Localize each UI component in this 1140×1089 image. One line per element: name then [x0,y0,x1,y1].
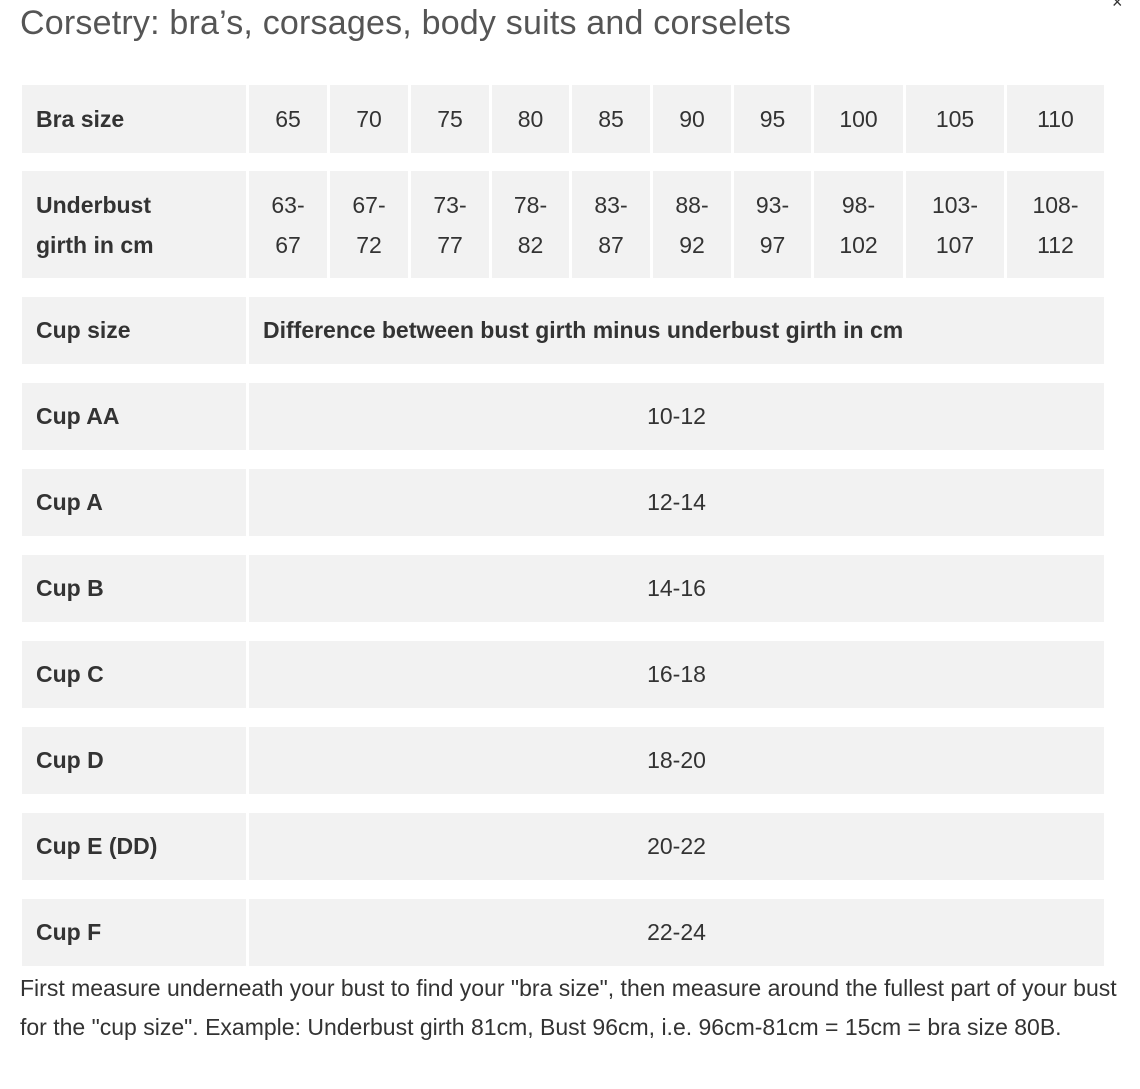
girth-bottom: 67 [275,231,301,258]
bra-size-cell: 65 [249,85,327,153]
girth-cell: 67- 72 [330,171,408,278]
bra-size-cell: 85 [572,85,650,153]
girth-cell: 63- 67 [249,171,327,278]
cup-range: 22-24 [249,899,1104,966]
girth-bottom: 97 [759,231,786,258]
girth-top: 67- [352,191,386,218]
bra-size-cell: 80 [492,85,569,153]
girth-bottom: 77 [437,231,463,258]
girth-top: 83- [594,191,628,218]
girth-bottom: 107 [935,231,975,258]
cup-label: Cup D [22,727,246,794]
girth-cell: 93- 97 [734,171,811,278]
girth-top: 73- [433,191,467,218]
girth-bottom: 87 [598,231,624,258]
cup-range: 16-18 [249,641,1104,708]
girth-bottom: 72 [356,231,382,258]
girth-top: 98- [841,191,876,218]
girth-top: 88- [675,191,709,218]
girth-top: 103- [931,191,979,218]
girth-bottom: 102 [839,231,878,258]
cup-row: Cup F 22-24 [22,899,1104,966]
underbust-girth-row: Underbust girth in cm 63- 67 67- 72 73- 77 … [22,171,1104,278]
cup-range: 18-20 [249,727,1104,794]
bra-size-label: Bra size [22,85,246,153]
close-icon[interactable]: × [1112,0,1123,12]
bra-size-cell: 70 [330,85,408,153]
girth-cell: 73- 77 [411,171,489,278]
cup-row: Cup C 16-18 [22,641,1104,708]
girth-cell: 103- 107 [906,171,1004,278]
cup-range: 10-12 [249,383,1104,450]
bra-size-cell: 105 [906,85,1004,153]
girth-cell: 98- 102 [814,171,903,278]
underbust-label-line1: Underbust [36,191,151,218]
cup-label: Cup AA [22,383,246,450]
girth-bottom: 112 [1037,231,1074,258]
cup-label: Cup C [22,641,246,708]
bra-size-cell: 110 [1007,85,1104,153]
cup-range: 20-22 [249,813,1104,880]
cup-label: Cup B [22,555,246,622]
cup-row: Cup D 18-20 [22,727,1104,794]
underbust-girth-label: Underbust girth in cm [22,171,246,278]
cup-row: Cup B 14-16 [22,555,1104,622]
cup-size-label: Cup size [22,297,246,364]
underbust-label-line2: girth in cm [36,231,154,258]
girth-cell: 88- 92 [653,171,731,278]
cup-size-header-row: Cup size Difference between bust girth m… [22,297,1104,364]
girth-top: 108- [1032,191,1079,218]
girth-top: 93- [755,191,790,218]
cup-label: Cup E (DD) [22,813,246,880]
girth-cell: 78- 82 [492,171,569,278]
bra-size-cell: 90 [653,85,731,153]
cup-range: 12-14 [249,469,1104,536]
bra-size-cell: 100 [814,85,903,153]
girth-top: 63- [271,191,305,218]
girth-bottom: 82 [517,231,544,258]
cup-range: 14-16 [249,555,1104,622]
girth-cell: 83- 87 [572,171,650,278]
cup-label: Cup A [22,469,246,536]
girth-top: 78- [513,191,548,218]
bra-size-cell: 75 [411,85,489,153]
bra-size-row: Bra size 65 70 75 80 85 90 95 100 105 11… [22,85,1104,153]
girth-cell: 108- 112 [1007,171,1104,278]
footnote: First measure underneath your bust to fi… [20,975,1117,1040]
cup-row: Cup AA 10-12 [22,383,1104,450]
cup-label: Cup F [22,899,246,966]
cup-row: Cup A 12-14 [22,469,1104,536]
bra-size-cell: 95 [734,85,811,153]
girth-bottom: 92 [679,231,705,258]
cup-size-description: Difference between bust girth minus unde… [249,297,1104,364]
page-title: Corsetry: bra’s, corsages, body suits an… [20,4,792,42]
cup-row: Cup E (DD) 20-22 [22,813,1104,880]
